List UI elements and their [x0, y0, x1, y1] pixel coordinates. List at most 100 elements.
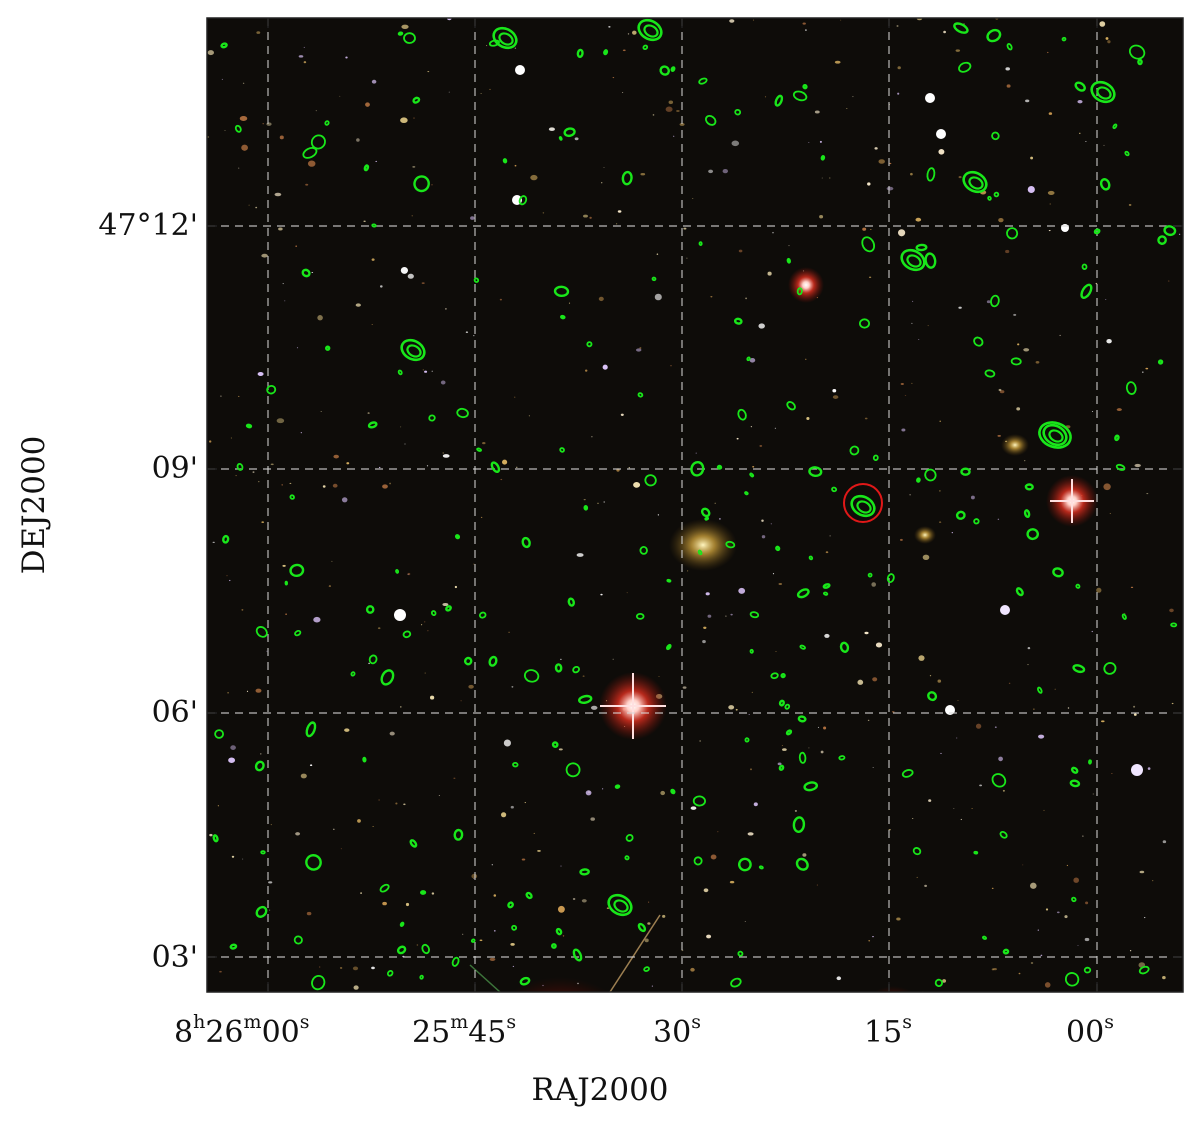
radio-contour [1069, 779, 1081, 788]
faint-source [878, 159, 885, 164]
faint-source [1030, 962, 1034, 964]
star [394, 609, 406, 621]
faint-source [482, 441, 486, 445]
faint-source [868, 276, 872, 279]
radio-contour [651, 276, 657, 282]
radio-contour [915, 243, 928, 252]
faint-source [829, 535, 831, 537]
faint-source [922, 554, 930, 560]
faint-source [1116, 408, 1122, 412]
faint-source [1064, 915, 1068, 919]
faint-source [231, 855, 235, 858]
faint-source [560, 658, 562, 661]
radio-contour [746, 356, 751, 362]
faint-source [612, 658, 614, 660]
faint-source [690, 967, 695, 972]
faint-source [1152, 880, 1154, 882]
faint-source [1079, 132, 1081, 134]
faint-source [1101, 720, 1105, 723]
radio-contour [397, 31, 404, 36]
faint-source [718, 518, 721, 520]
faint-source [311, 272, 314, 274]
faint-source [404, 443, 406, 445]
faint-source [601, 788, 604, 790]
faint-source [220, 395, 222, 397]
radio-contour [698, 77, 708, 85]
faint-source [424, 672, 426, 674]
radio-contour [749, 611, 760, 619]
radio-contour [991, 131, 1000, 141]
faint-source [749, 358, 756, 363]
faint-source [627, 33, 630, 35]
faint-source [1037, 929, 1039, 931]
faint-source [269, 909, 271, 911]
faint-source [248, 204, 250, 206]
faint-source [1033, 708, 1035, 710]
faint-source [775, 650, 777, 652]
radio-contour [1006, 227, 1019, 240]
radio-contour [778, 699, 785, 707]
faint-source [1073, 877, 1080, 883]
faint-source [747, 832, 754, 836]
faint-source [486, 45, 488, 47]
faint-source [622, 92, 624, 93]
radio-contour [254, 760, 265, 772]
faint-source [558, 748, 563, 751]
faint-source [658, 676, 660, 677]
faint-source [616, 223, 618, 225]
faint-source [282, 564, 286, 567]
faint-source [421, 282, 425, 284]
faint-source [389, 482, 392, 485]
faint-source [400, 266, 409, 274]
faint-source [378, 799, 380, 801]
faint-source [352, 966, 359, 971]
radio-contour [409, 839, 418, 848]
faint-source [238, 167, 240, 169]
faint-source [468, 684, 474, 689]
faint-source [462, 933, 464, 935]
faint-source [864, 631, 869, 635]
faint-source [868, 940, 871, 942]
faint-source [511, 686, 514, 688]
faint-source [1178, 233, 1181, 235]
radio-contour [563, 127, 576, 138]
faint-source [1047, 190, 1055, 195]
faint-source [1048, 112, 1053, 115]
radio-contour [984, 369, 996, 378]
faint-source [315, 110, 317, 112]
faint-source [427, 71, 430, 73]
faint-source [640, 173, 646, 176]
faint-source [256, 31, 261, 34]
faint-source [500, 478, 503, 481]
radio-contour [371, 223, 377, 228]
faint-source [1043, 809, 1045, 811]
radio-contour [1114, 434, 1120, 442]
faint-source [493, 930, 496, 932]
image-frame [206, 17, 1184, 993]
faint-source [896, 25, 899, 27]
radio-contour [560, 314, 566, 320]
faint-source [916, 876, 918, 878]
faint-source [814, 110, 820, 114]
radio-contour [1112, 123, 1118, 130]
faint-source [639, 347, 642, 349]
faint-source [805, 358, 807, 360]
faint-source [753, 802, 758, 807]
faint-source [598, 296, 604, 302]
radio-contour [734, 108, 742, 116]
faint-source [246, 690, 249, 692]
galaxy [914, 526, 936, 544]
faint-source [242, 858, 244, 860]
faint-source [939, 521, 942, 523]
faint-source [319, 966, 321, 968]
faint-source [1111, 773, 1113, 774]
faint-source [360, 892, 362, 894]
radio-contour [301, 268, 311, 278]
radio-contour [1124, 150, 1130, 157]
faint-source [706, 934, 712, 939]
radio-contour [1010, 357, 1022, 366]
bright-sources [394, 65, 1143, 992]
radio-contour [831, 486, 838, 493]
radio-contour [473, 277, 480, 283]
faint-source [676, 110, 680, 112]
